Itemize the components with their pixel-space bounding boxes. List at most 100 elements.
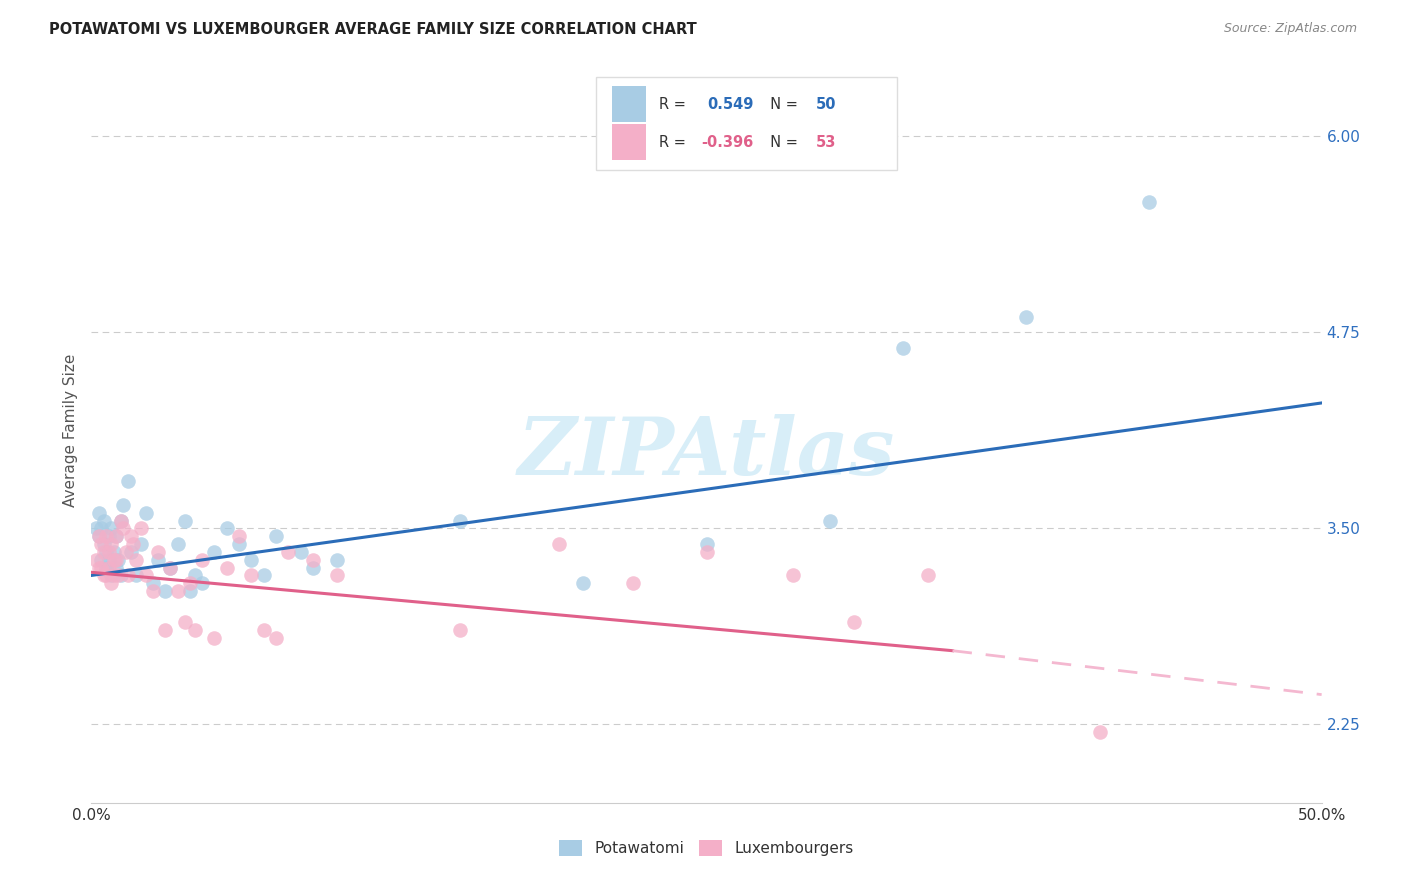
Point (129, 521, 152, 535)
Point (100, 521, 122, 535)
Point (240, 553, 263, 567)
Point (301, 553, 323, 567)
Point (135, 506, 156, 520)
Point (146, 553, 169, 567)
Point (105, 553, 127, 567)
Point (105, 529, 127, 543)
Point (90, 553, 112, 567)
FancyBboxPatch shape (596, 77, 897, 169)
Point (695, 545, 717, 559)
Point (110, 514, 132, 528)
Point (110, 514, 132, 528)
Point (695, 537, 717, 551)
Text: POTAWATOMI VS LUXEMBOURGER AVERAGE FAMILY SIZE CORRELATION CHART: POTAWATOMI VS LUXEMBOURGER AVERAGE FAMIL… (49, 22, 697, 37)
Point (215, 521, 238, 535)
Point (124, 553, 146, 567)
Point (166, 584, 188, 599)
Point (90, 560, 112, 574)
Point (120, 529, 142, 543)
Point (818, 514, 841, 528)
Point (782, 568, 804, 582)
Point (87, 506, 110, 520)
Point (124, 568, 146, 582)
Point (100, 568, 122, 582)
Point (96, 568, 117, 582)
Point (191, 576, 214, 591)
Point (179, 576, 201, 591)
Point (842, 615, 865, 630)
Point (86, 521, 108, 535)
Text: N =: N = (761, 135, 803, 150)
Point (215, 560, 238, 574)
Point (572, 576, 595, 591)
Point (93, 537, 115, 551)
Point (103, 568, 125, 582)
Point (142, 584, 165, 599)
Point (96, 545, 117, 559)
Point (114, 545, 138, 559)
Point (96, 529, 117, 543)
Point (112, 521, 135, 535)
Point (93, 545, 115, 559)
Point (86, 553, 108, 567)
Point (103, 545, 125, 559)
Point (547, 537, 569, 551)
Point (264, 529, 287, 543)
Point (159, 560, 181, 574)
Point (179, 584, 201, 599)
Text: N =: N = (761, 96, 803, 112)
Point (253, 568, 276, 582)
Point (917, 568, 939, 582)
Text: R =: R = (658, 135, 690, 150)
Point (117, 475, 139, 489)
Text: -0.396: -0.396 (702, 135, 754, 150)
Point (174, 615, 197, 630)
Point (326, 553, 349, 567)
Text: 50: 50 (815, 96, 837, 112)
Point (97, 553, 120, 567)
Point (105, 560, 127, 574)
Point (146, 545, 169, 559)
Point (93, 514, 115, 528)
Point (120, 545, 142, 559)
Point (97, 560, 120, 574)
Point (191, 553, 214, 567)
Point (228, 537, 250, 551)
Point (90, 521, 112, 535)
Point (93, 568, 115, 582)
Point (153, 624, 177, 638)
Point (97, 545, 120, 559)
Legend: Potawatomi, Luxembourgers: Potawatomi, Luxembourgers (553, 834, 860, 863)
Point (183, 568, 207, 582)
Point (87, 560, 110, 574)
Point (621, 576, 644, 591)
Point (135, 568, 156, 582)
Point (277, 545, 299, 559)
Point (87, 529, 110, 543)
Point (264, 631, 287, 645)
Point (122, 537, 145, 551)
Point (174, 514, 197, 528)
Point (142, 576, 165, 591)
Point (117, 568, 139, 582)
Point (202, 545, 225, 559)
Point (105, 529, 127, 543)
Point (891, 341, 914, 355)
Point (1139, 195, 1161, 210)
Point (153, 584, 177, 599)
Text: R =: R = (658, 96, 695, 112)
Point (87, 529, 110, 543)
FancyBboxPatch shape (612, 87, 647, 122)
Text: 53: 53 (815, 135, 837, 150)
Point (449, 624, 471, 638)
Point (1015, 310, 1038, 324)
Point (326, 568, 349, 582)
Point (253, 624, 276, 638)
Point (97, 529, 120, 543)
Point (1088, 725, 1111, 739)
Y-axis label: Average Family Size: Average Family Size (62, 354, 77, 507)
Point (103, 553, 125, 567)
Point (166, 537, 188, 551)
FancyBboxPatch shape (612, 124, 647, 160)
Point (301, 560, 323, 574)
